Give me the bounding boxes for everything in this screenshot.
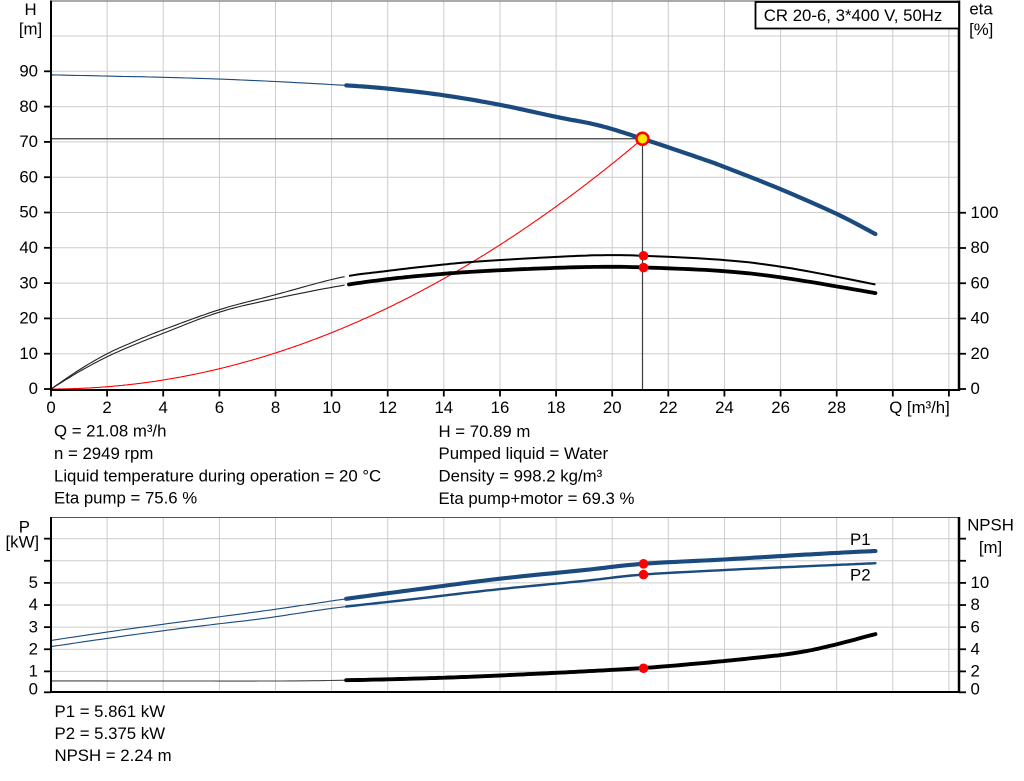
svg-text:40: 40 — [971, 309, 990, 328]
svg-text:80: 80 — [971, 238, 990, 257]
svg-text:8: 8 — [971, 595, 980, 614]
svg-text:[%]: [%] — [969, 20, 993, 39]
svg-text:16: 16 — [491, 398, 510, 417]
svg-text:2: 2 — [971, 662, 980, 681]
svg-text:[m]: [m] — [19, 20, 42, 39]
svg-text:eta: eta — [969, 0, 993, 18]
svg-text:20: 20 — [603, 398, 622, 417]
svg-text:50: 50 — [19, 203, 38, 222]
svg-text:NPSH: NPSH — [967, 516, 1014, 535]
svg-text:0: 0 — [46, 398, 55, 417]
svg-text:H = 70.89 m: H = 70.89 m — [439, 422, 531, 441]
svg-text:P1: P1 — [850, 530, 871, 549]
svg-text:Eta pump+motor = 69.3 %: Eta pump+motor = 69.3 % — [439, 489, 635, 508]
svg-text:Eta pump = 75.6 %: Eta pump = 75.6 % — [54, 489, 197, 508]
svg-text:NPSH = 2.24 m: NPSH = 2.24 m — [55, 746, 172, 765]
svg-text:0: 0 — [971, 379, 980, 398]
svg-text:10: 10 — [322, 398, 341, 417]
svg-text:[m]: [m] — [979, 538, 1002, 557]
svg-text:20: 20 — [19, 309, 38, 328]
svg-text:H: H — [24, 0, 36, 19]
svg-text:0: 0 — [29, 379, 38, 398]
svg-text:18: 18 — [547, 398, 566, 417]
svg-text:90: 90 — [19, 62, 38, 81]
svg-text:24: 24 — [715, 398, 734, 417]
svg-text:60: 60 — [971, 273, 990, 292]
svg-text:12: 12 — [378, 398, 397, 417]
svg-text:CR 20-6, 3*400 V, 50Hz: CR 20-6, 3*400 V, 50Hz — [764, 6, 943, 25]
svg-text:22: 22 — [659, 398, 678, 417]
svg-text:20: 20 — [971, 344, 990, 363]
svg-text:3: 3 — [29, 617, 38, 636]
svg-text:Q [m³/h]: Q [m³/h] — [889, 398, 950, 417]
svg-text:80: 80 — [19, 97, 38, 116]
svg-text:10: 10 — [971, 573, 990, 592]
svg-text:Density = 998.2 kg/m³: Density = 998.2 kg/m³ — [439, 467, 603, 486]
svg-text:4: 4 — [29, 595, 38, 614]
svg-text:40: 40 — [19, 238, 38, 257]
svg-text:26: 26 — [771, 398, 790, 417]
svg-text:[kW]: [kW] — [6, 533, 40, 552]
svg-text:8: 8 — [271, 398, 280, 417]
svg-text:Pumped liquid = Water: Pumped liquid = Water — [439, 444, 609, 463]
svg-text:Q = 21.08 m³/h: Q = 21.08 m³/h — [54, 422, 166, 441]
svg-text:60: 60 — [19, 167, 38, 186]
svg-text:6: 6 — [971, 617, 980, 636]
svg-text:100: 100 — [971, 203, 999, 222]
svg-text:10: 10 — [19, 344, 38, 363]
svg-text:4: 4 — [971, 640, 980, 659]
svg-text:28: 28 — [827, 398, 846, 417]
svg-text:2: 2 — [29, 640, 38, 659]
svg-text:0: 0 — [29, 680, 38, 699]
svg-text:P2 = 5.375 kW: P2 = 5.375 kW — [55, 724, 166, 743]
svg-text:70: 70 — [19, 132, 38, 151]
svg-text:2: 2 — [102, 398, 111, 417]
svg-text:5: 5 — [29, 573, 38, 592]
svg-text:Liquid temperature during oper: Liquid temperature during operation = 20… — [54, 466, 381, 485]
svg-text:30: 30 — [19, 273, 38, 292]
svg-text:6: 6 — [215, 398, 224, 417]
svg-text:P2: P2 — [850, 566, 871, 585]
svg-text:4: 4 — [159, 398, 168, 417]
svg-text:14: 14 — [434, 398, 453, 417]
svg-text:1: 1 — [29, 662, 38, 681]
svg-text:0: 0 — [971, 680, 980, 699]
svg-text:P1 = 5.861 kW: P1 = 5.861 kW — [55, 702, 166, 721]
svg-text:P: P — [19, 518, 30, 537]
svg-text:n = 2949 rpm: n = 2949 rpm — [54, 444, 153, 463]
